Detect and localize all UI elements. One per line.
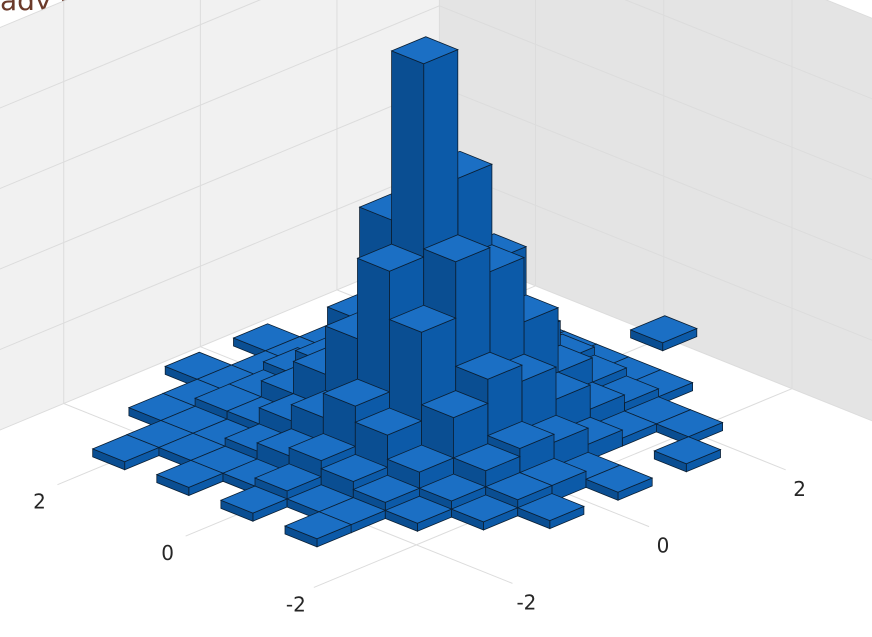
bar-face xyxy=(384,495,453,524)
bar-face xyxy=(253,463,323,492)
bar-face xyxy=(354,407,423,436)
y-tick-label: 0 xyxy=(161,541,174,565)
bar-face xyxy=(320,453,389,482)
bar-face xyxy=(322,378,391,407)
bar-face xyxy=(352,474,421,503)
bar-face xyxy=(390,36,459,65)
bar-face xyxy=(155,459,225,488)
histogram-bar xyxy=(384,495,453,532)
histogram-bar xyxy=(450,494,519,531)
box-edge xyxy=(0,0,68,29)
x-tick-label: -2 xyxy=(516,590,536,614)
side-pane xyxy=(439,0,872,421)
histogram-bar xyxy=(283,511,353,548)
y-tick-label: -2 xyxy=(286,592,306,616)
bar-face xyxy=(219,485,289,514)
bar-face xyxy=(386,444,455,473)
bar-face xyxy=(418,473,487,502)
histogram-bar xyxy=(91,434,160,471)
histogram-bar xyxy=(155,459,225,497)
histogram-bar xyxy=(653,436,722,473)
bar-face xyxy=(388,304,457,333)
histogram-bar xyxy=(219,485,289,522)
x-tick-label: 0 xyxy=(657,534,670,558)
back-pane xyxy=(0,0,440,431)
bar-face xyxy=(288,433,357,462)
bar-face xyxy=(450,494,519,523)
bar-face xyxy=(629,315,698,344)
bar-face xyxy=(452,443,521,472)
histogram-bar xyxy=(629,315,698,352)
bar-face xyxy=(356,243,425,272)
bar-face xyxy=(653,436,722,465)
bar-face xyxy=(454,351,523,380)
bar-face xyxy=(516,493,585,522)
x-tick-label: 2 xyxy=(793,477,806,501)
histogram-bar xyxy=(655,409,724,446)
bar-face xyxy=(283,511,353,540)
bar-face xyxy=(484,472,553,501)
bar-face xyxy=(486,420,556,449)
bar-face xyxy=(91,434,160,463)
bar-face xyxy=(655,409,724,438)
histogram-bar xyxy=(584,464,654,501)
bar-face xyxy=(422,234,491,263)
bar-face xyxy=(420,390,489,419)
histogram-bar xyxy=(516,493,585,530)
bar-face xyxy=(584,464,654,493)
y-tick-label: 2 xyxy=(33,490,46,514)
